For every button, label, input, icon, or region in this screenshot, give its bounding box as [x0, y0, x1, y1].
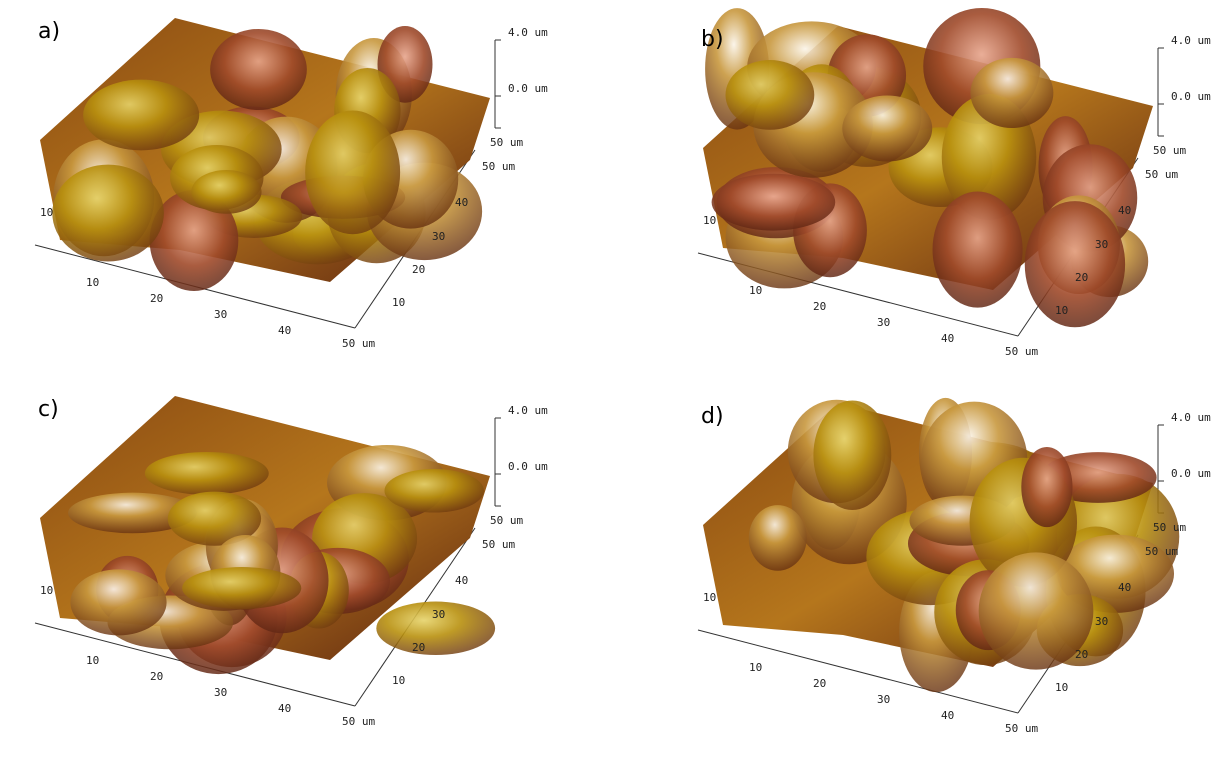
z-tick-label: 4.0 um: [1171, 411, 1211, 424]
y-tick-label: 30: [1095, 238, 1108, 251]
surface-bump: [68, 492, 197, 534]
x-tick-label: 40: [278, 324, 291, 337]
surface-bump: [748, 505, 807, 571]
afm-panel: a) 4.0 um 0.0 um 50 um 50 um 40 30 20 10 10 20 30 40…: [34, 18, 548, 350]
x-tick-label: 30: [877, 316, 890, 329]
z-tick-label: 0.0 um: [508, 82, 548, 95]
z-tick-label: 50 um: [1153, 521, 1186, 534]
y-tick-label: 50 um: [482, 538, 515, 551]
y-tick-label: 20: [412, 263, 425, 276]
y-tick-label: 50 um: [1145, 545, 1178, 558]
y-tick-label: 20: [1075, 271, 1088, 284]
panel-label: a): [38, 19, 60, 44]
y-tick-label: 30: [1095, 615, 1108, 628]
afm-panel: d) 4.0 um 0.0 um 50 um 50 um 40 30 20 10 10 20 30 40…: [697, 397, 1211, 735]
x-tick-label: 30: [877, 693, 890, 706]
z-tick-label: 0.0 um: [508, 460, 548, 473]
x-tick-label: 20: [813, 300, 826, 313]
x-tick-label: 10: [86, 654, 99, 667]
surface-bump: [725, 60, 815, 130]
z-tick-label: 4.0 um: [1171, 34, 1211, 47]
surface-bump: [932, 191, 1023, 308]
surface-bump: [978, 552, 1094, 670]
z-tick-label: 50 um: [1153, 144, 1186, 157]
x-tick-label: 20: [150, 292, 163, 305]
left-tick-label: 10: [40, 206, 53, 219]
surface-bump: [970, 57, 1054, 129]
surface-bump: [149, 189, 239, 291]
left-tick-label: 10: [703, 214, 716, 227]
x-tick-label: 40: [278, 702, 291, 715]
x-tick-label: 30: [214, 686, 227, 699]
x-tick-label: 20: [813, 677, 826, 690]
surface-bump: [210, 28, 307, 111]
afm-panel: c) 4.0 um 0.0 um 50 um 50 um 40 30 20 10 10 20 30 40…: [34, 396, 548, 728]
x-tick-label: 50 um: [1005, 722, 1038, 735]
y-tick-label: 40: [455, 574, 468, 587]
surface-bump: [384, 468, 484, 513]
x-tick-label: 10: [749, 661, 762, 674]
surface-bump: [144, 451, 269, 495]
x-tick-label: 10: [749, 284, 762, 297]
x-tick-label: 30: [214, 308, 227, 321]
surface-bump: [70, 569, 167, 636]
y-tick-label: 40: [1118, 581, 1131, 594]
surface-bump: [191, 170, 262, 214]
surface-bump: [52, 164, 164, 262]
x-tick-label: 50 um: [342, 715, 375, 728]
y-tick-label: 50 um: [1145, 168, 1178, 181]
y-tick-label: 20: [1075, 648, 1088, 661]
x-tick-label: 40: [941, 332, 954, 345]
z-tick-label: 4.0 um: [508, 26, 548, 39]
x-tick-label: 10: [86, 276, 99, 289]
surface-bump: [813, 400, 892, 510]
z-tick-label: 50 um: [490, 136, 523, 149]
surface-bump: [83, 79, 200, 151]
y-tick-label: 10: [1055, 304, 1068, 317]
surface-bump: [167, 491, 262, 546]
surface-bump: [376, 601, 496, 655]
y-tick-label: 30: [432, 230, 445, 243]
surface-bump: [305, 110, 401, 235]
x-tick-label: 50 um: [342, 337, 375, 350]
surface-bump: [842, 95, 933, 162]
z-tick-label: 50 um: [490, 514, 523, 527]
y-tick-label: 40: [455, 196, 468, 209]
z-tick-label: 4.0 um: [508, 404, 548, 417]
y-tick-label: 50 um: [482, 160, 515, 173]
y-tick-label: 10: [1055, 681, 1068, 694]
surface-bump: [711, 173, 836, 231]
left-tick-label: 10: [703, 591, 716, 604]
afm-panel: b) 4.0 um 0.0 um 50 um 50 um 40 30 20 10 10 20 30 40…: [697, 8, 1211, 358]
x-tick-label: 20: [150, 670, 163, 683]
panel-label: c): [38, 397, 59, 422]
panel-label: b): [701, 27, 724, 52]
x-axis: [697, 629, 1019, 714]
panel-label: d): [701, 404, 724, 429]
y-tick-label: 30: [432, 608, 445, 621]
y-tick-label: 10: [392, 296, 405, 309]
x-tick-label: 40: [941, 709, 954, 722]
y-tick-label: 20: [412, 641, 425, 654]
left-tick-label: 10: [40, 584, 53, 597]
surface-bump: [1024, 201, 1126, 328]
z-tick-label: 0.0 um: [1171, 467, 1211, 480]
y-tick-label: 40: [1118, 204, 1131, 217]
x-tick-label: 50 um: [1005, 345, 1038, 358]
surface-bump: [1021, 446, 1073, 528]
z-tick-label: 0.0 um: [1171, 90, 1211, 103]
y-tick-label: 10: [392, 674, 405, 687]
surface-bump: [182, 567, 302, 610]
